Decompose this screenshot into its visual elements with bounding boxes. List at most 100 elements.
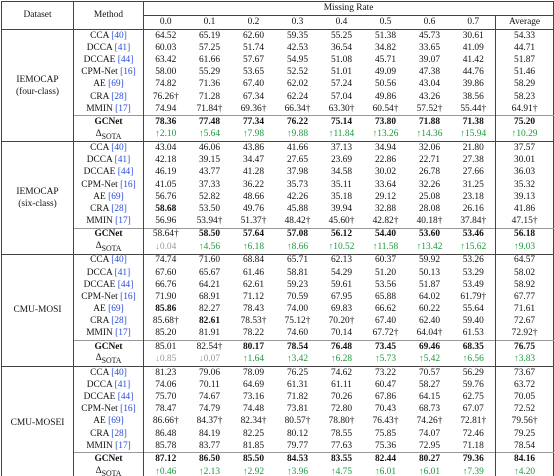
value-cell: 60.03 — [143, 42, 188, 55]
value-cell: 41.42 — [462, 54, 484, 65]
value-cell: 67.40 — [242, 79, 265, 90]
method-cell: CPM-Net [16] — [73, 403, 144, 416]
value-cell: 55.25 — [330, 30, 353, 41]
value-cell: 60.37 — [363, 253, 408, 267]
value-cell: 61.46 — [242, 267, 265, 278]
citation: [17] — [115, 216, 131, 227]
value-cell: 27.38 — [462, 155, 484, 166]
value-cell: 64.52 — [143, 29, 188, 43]
value-cell: 51.08 — [330, 54, 353, 65]
value-cell: 41.66 — [275, 141, 320, 155]
table-row: CRA [28] 58.68 53.50 49.76 45.88 39.94 32.88 28… — [2, 203, 554, 216]
value-cell: 56.96 — [143, 215, 188, 229]
citation: [40] — [111, 142, 127, 153]
method-name: CRA — [90, 428, 109, 439]
value-cell: 67.77 — [494, 291, 554, 304]
value-cell: 66.76 — [143, 279, 188, 292]
table-row: DCCA [41] 42.18 39.15 34.47 27.65 23.69 22.86 2… — [2, 154, 554, 167]
value-cell: 64.15 — [418, 392, 441, 403]
value-cell: 34.94 — [363, 141, 408, 155]
method-name: DCCA — [86, 155, 113, 166]
table-row: DCCAE [44] 66.76 64.21 62.61 59.23 59.61 53.56… — [2, 279, 554, 292]
method-cell: AE [69] — [73, 303, 144, 316]
value-cell: 74.67 — [198, 392, 221, 403]
citation: [69] — [108, 79, 124, 90]
method-cell: CRA [28] — [73, 315, 144, 328]
citation: [28] — [111, 203, 127, 214]
value-cell: 33.64 — [374, 179, 397, 190]
value-cell: 58.23 — [494, 90, 554, 104]
value-cell: ↑5.73 — [374, 354, 397, 365]
value-cell: ↑10.52 — [328, 241, 355, 252]
value-cell: 71.84† — [196, 103, 223, 114]
citation: [44] — [117, 392, 134, 403]
method-cell: CRA [28] — [73, 90, 144, 104]
value-cell: 74.26† — [416, 416, 443, 427]
value-cell: 37.13 — [319, 141, 364, 155]
value-cell: 65.19 — [198, 30, 221, 41]
method-cell: GCNet — [73, 227, 144, 241]
table-row: DCCAE [44] 46.19 43.77 41.28 37.98 34.58 30.02… — [2, 166, 554, 179]
value-cell: 71.18 — [462, 440, 484, 451]
value-cell: 82.27 — [198, 304, 221, 315]
value-cell: 42.18 — [143, 154, 188, 167]
table-row: ΔSOTA ↓0.04 ↑4.56 ↑6.18 ↑8.66 ↑10.52 ↑11.58 ↑13… — [2, 240, 554, 255]
value-cell: 58.50 — [187, 227, 232, 241]
column-header: 0.5 — [363, 15, 408, 30]
value-cell: 76.75 — [494, 340, 554, 354]
method-name: GCNet — [94, 116, 123, 127]
table-row: IEMOCAP (six-class) CCA [40] 43.04 46.06 43.8… — [1, 141, 554, 255]
citation: [17] — [115, 328, 131, 339]
value-cell: 73.45 — [363, 340, 408, 354]
value-cell: ↑6.01 — [418, 466, 441, 476]
value-cell: 23.69 — [330, 155, 353, 166]
value-cell: 73.67 — [494, 366, 554, 380]
method-subscript: SOTA — [101, 468, 122, 476]
value-cell: 56.76 — [143, 191, 188, 204]
value-cell: 77.34 — [231, 115, 276, 129]
value-cell: ↑6.18 — [242, 241, 265, 252]
value-cell: 62.75 — [462, 392, 484, 403]
table-row: DCCA [41] 67.60 65.67 61.46 58.81 54.29 51.20 5… — [2, 266, 554, 280]
value-cell: 68.84 — [231, 253, 276, 267]
value-cell: 65.88 — [374, 291, 397, 302]
value-cell: 61.31 — [286, 379, 309, 390]
table-row: MMIN [17] 74.94 71.84† 69.36† 66.34† 63.30† 60… — [2, 103, 554, 116]
value-cell: ↓0.85 — [143, 353, 188, 367]
value-cell: 51.37† — [240, 216, 267, 227]
value-cell: 81.23 — [143, 366, 188, 380]
table-row: AE [69] 74.82 71.36 67.40 62.02 57.24 50.56 43.… — [2, 78, 554, 91]
value-cell: 61.79† — [460, 291, 487, 302]
method-cell: ΔSOTA — [73, 465, 144, 476]
value-cell: 53.49 — [462, 279, 484, 290]
value-cell: 71.82 — [286, 392, 309, 403]
value-cell: 86.48 — [143, 428, 188, 441]
method-cell: AE [69] — [73, 191, 144, 204]
value-cell: 86.66† — [143, 415, 188, 429]
value-cell: 80.57† — [284, 416, 311, 427]
value-cell: 53.29 — [462, 267, 484, 278]
value-cell: 43.86 — [231, 141, 276, 155]
value-cell: 50.13 — [418, 267, 441, 278]
value-cell: 53.60 — [407, 227, 452, 241]
column-header: Average — [494, 15, 554, 30]
value-cell: 25.08 — [418, 191, 441, 202]
value-cell: 57.64 — [231, 227, 276, 241]
value-cell: ↑9.88 — [286, 129, 309, 140]
column-header: 0.0 — [143, 15, 188, 30]
value-cell: 39.13 — [494, 191, 554, 204]
header-cell: Missing Rate — [142, 1, 554, 16]
value-cell: 54.33 — [494, 29, 554, 43]
method-name: MMIN — [86, 216, 113, 227]
column-header: 0.4 — [319, 15, 364, 30]
method-cell: DCCAE [44] — [73, 166, 144, 179]
method-cell: GCNet — [73, 452, 144, 466]
value-cell: 71.28 — [198, 91, 221, 102]
value-cell: 60.22 — [418, 304, 441, 315]
table-row: AE [69] 85.86 82.27 78.43 74.00 69.83 66.62 60.… — [2, 303, 554, 316]
method-cell: AE [69] — [73, 415, 144, 429]
column-header: 0.7 — [451, 15, 496, 30]
table-row: CPM-Net [16] 41.05 37.33 36.22 35.73 35.11 33.… — [2, 178, 554, 192]
value-cell: 67.34 — [242, 91, 265, 102]
table-row: AE [69] 86.66† 84.37† 82.34† 80.57† 78.80† 76.… — [2, 415, 554, 429]
